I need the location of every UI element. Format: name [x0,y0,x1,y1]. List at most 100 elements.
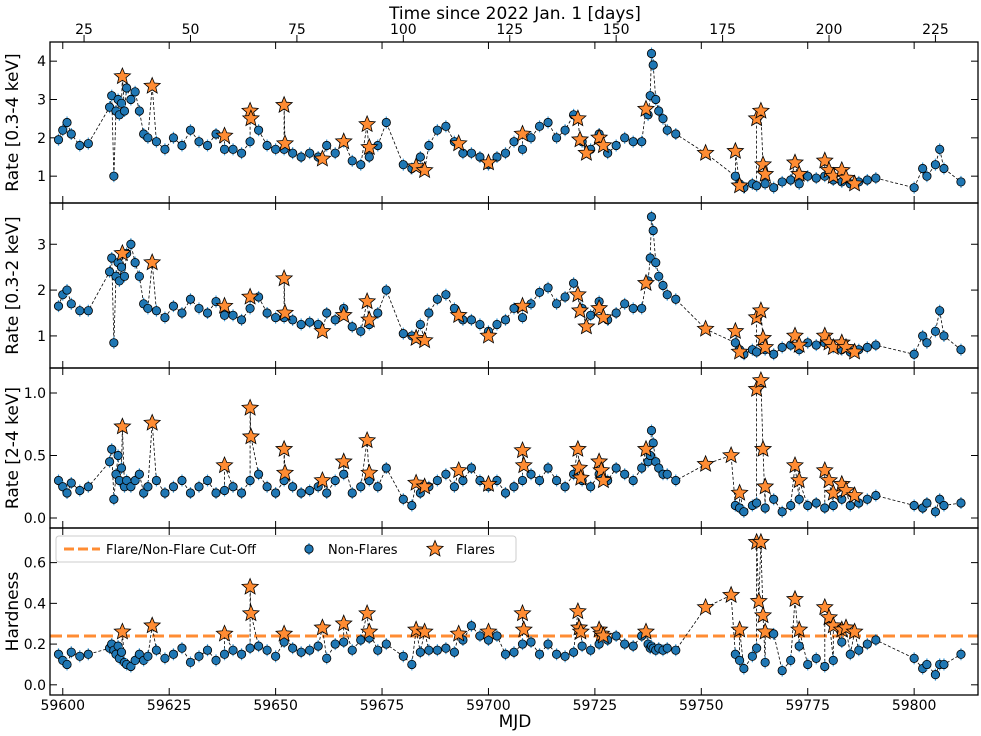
legend-flare-label: Flares [456,543,495,558]
nonflare-point [611,631,621,641]
nonflare-point [466,315,477,325]
nonflare-point [75,651,85,661]
nonflare-point [160,312,170,323]
nonflare-point [296,647,306,657]
flare-point [785,455,804,474]
nonflare-point [526,133,536,143]
nonflare-point [130,257,140,268]
flare-point [751,370,770,389]
nonflare-point [820,503,830,513]
nonflare-point [151,475,162,486]
nonflare-point [381,117,391,128]
nonflare-point [347,156,357,166]
flare-point [358,291,377,310]
flare-point [360,137,379,156]
nonflare-point [492,152,502,162]
nonflare-point [543,639,553,649]
nonflare-point [500,148,511,158]
nonflare-point [654,463,664,473]
flare-point [360,310,379,328]
flare-point [749,591,768,610]
flare-point [415,477,434,495]
nonflare-point [620,469,630,479]
nonflare-point [373,645,383,655]
flare-point [240,287,260,305]
flare-point [358,430,377,449]
nonflare-point [735,655,745,665]
nonflare-point [662,125,672,135]
nonflare-point [66,478,76,488]
nonflare-point [611,140,621,151]
nonflare-point [786,500,796,511]
nonflare-point [151,645,162,655]
nonflare-point [811,340,821,350]
flare-point [241,398,260,416]
y-tick-label: 1.0 [24,386,46,402]
nonflare-point [671,645,681,655]
nonflare-point [794,494,804,504]
y-tick-label: 2 [37,283,46,299]
nonflare-point [160,144,170,154]
nonflare-point [219,485,230,496]
nonflare-point [236,488,247,498]
nonflare-point [922,659,932,670]
nonflare-point [871,173,881,183]
nonflare-point [939,163,949,174]
y-axis-label: Rate [0.3-4 keV] [3,53,23,191]
nonflare-point [769,494,779,504]
nonflare-point [347,322,357,332]
nonflare-point [398,160,408,170]
flare-point [415,160,434,179]
flare-point [819,470,839,489]
y-tick-label: 1 [37,329,46,345]
nonflare-point [262,308,272,318]
nonflare-point [837,637,847,647]
y-tick-label: 0.0 [24,678,46,694]
nonflare-point [560,651,570,661]
nonflare-point [628,641,638,651]
nonflare-point [53,475,64,486]
nonflare-point [509,303,519,314]
flare-point [571,622,590,640]
flare-point [360,463,379,481]
nonflare-point [219,144,230,154]
nonflare-point [296,488,306,498]
nonflare-point [551,133,562,143]
nonflare-point [560,125,570,135]
nonflare-point [262,140,272,151]
nonflare-point [130,475,140,486]
nonflare-point [441,121,451,131]
nonflare-point [58,482,68,492]
flare-point [592,460,611,479]
flare-point [113,417,132,435]
nonflare-point [449,482,460,492]
flare-point [334,305,353,324]
flare-point [568,285,587,303]
nonflare-point [794,641,804,651]
nonflare-point [828,500,838,511]
nonflare-point [330,148,340,158]
flare-point [415,330,434,349]
flare-point [594,308,613,326]
flare-point [568,439,587,457]
legend-nonflare-label: Non-Flares [328,543,398,558]
flare-point [513,440,532,459]
nonflare-point [330,639,340,649]
nonflare-point [517,639,528,649]
nonflare-point [500,649,511,659]
nonflare-point [475,631,485,641]
nonflare-point [104,267,115,277]
nonflare-point [134,106,144,116]
nonflare-point [620,133,630,143]
y-tick-label: 3 [37,93,46,109]
flare-point [113,243,132,262]
nonflare-point [739,663,749,674]
nonflare-point [219,310,230,320]
flare-point [753,155,773,173]
nonflare-point [811,498,821,508]
nonflare-point [526,637,536,647]
nonflare-point [432,645,442,655]
nonflare-point [620,299,630,309]
nonflare-point [930,326,941,336]
